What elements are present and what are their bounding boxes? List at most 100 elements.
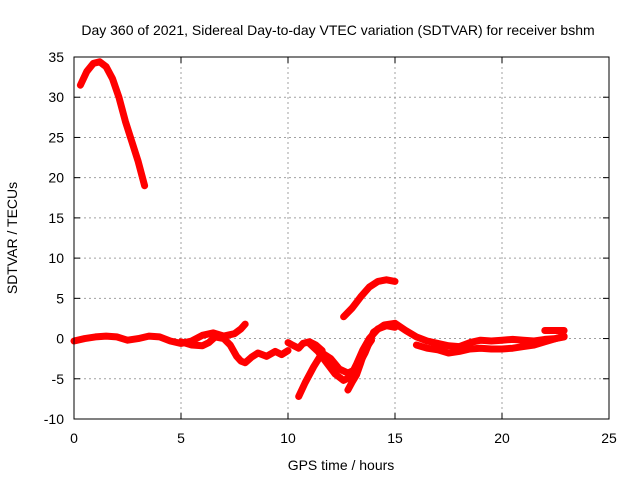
chart-title: Day 360 of 2021, Sidereal Day-to-day VTE… xyxy=(81,22,594,38)
data-point xyxy=(199,342,206,349)
data-point xyxy=(362,346,368,353)
x-tick-label: 10 xyxy=(280,430,296,446)
data-point xyxy=(220,335,227,342)
data-point xyxy=(392,324,398,331)
data-point xyxy=(402,327,409,334)
data-point xyxy=(413,333,420,340)
data-point xyxy=(212,333,219,340)
axis-ticks: 0 5 10 15 20 25 -10 -5 0 5 10 15 20 25 30 35 xyxy=(44,49,617,446)
data-point xyxy=(145,333,152,340)
y-tick-label: -10 xyxy=(44,411,64,427)
data-point xyxy=(332,371,339,377)
data-point xyxy=(263,353,270,360)
data-point xyxy=(135,335,142,342)
data-point xyxy=(83,68,90,75)
data-point xyxy=(477,345,484,352)
data-point xyxy=(227,342,234,348)
data-point xyxy=(477,337,484,344)
series-line-arc-5 xyxy=(295,319,568,400)
data-point xyxy=(541,338,548,345)
data-point xyxy=(357,293,364,300)
data-point xyxy=(424,338,431,344)
data-point xyxy=(167,338,174,344)
data-point xyxy=(135,158,142,165)
data-point xyxy=(434,346,441,353)
data-point xyxy=(199,332,206,339)
grid xyxy=(74,57,609,419)
data-point xyxy=(188,342,195,348)
y-tick-label: 20 xyxy=(48,170,64,186)
data-point xyxy=(128,138,135,145)
data-point xyxy=(349,305,356,311)
data-point xyxy=(81,335,88,342)
data-point xyxy=(531,342,538,348)
data-point xyxy=(520,337,527,344)
data-point xyxy=(374,325,381,332)
data-point xyxy=(357,359,364,366)
data-point xyxy=(231,330,238,337)
data-point xyxy=(242,359,249,366)
data-point xyxy=(255,350,261,356)
data-point xyxy=(327,355,334,362)
data-point xyxy=(289,342,296,348)
data-point xyxy=(509,345,516,352)
data-point xyxy=(340,313,347,320)
data-point xyxy=(366,284,373,291)
data-point xyxy=(488,338,495,344)
data-point xyxy=(115,94,122,101)
data-point xyxy=(233,353,240,360)
data-point xyxy=(368,337,375,344)
data-point xyxy=(124,337,131,344)
data-point xyxy=(488,346,495,352)
series-line-arc-6 xyxy=(305,322,399,384)
y-tick-label: 30 xyxy=(48,89,64,105)
data-point xyxy=(349,379,356,385)
y-tick-label: 35 xyxy=(48,49,64,65)
y-tick-label: 0 xyxy=(56,331,64,347)
data-point xyxy=(344,387,351,393)
data-point xyxy=(392,278,398,285)
data-point xyxy=(509,336,516,343)
data-point xyxy=(424,345,431,352)
x-tick-label: 25 xyxy=(601,430,617,446)
data-point xyxy=(466,346,473,352)
x-tick-label: 15 xyxy=(387,430,403,446)
data-point xyxy=(205,339,212,346)
data-point xyxy=(248,354,255,361)
data-point xyxy=(113,333,120,340)
x-axis-title: GPS time / hours xyxy=(288,457,395,473)
data-point xyxy=(456,348,463,355)
y-tick-label: 10 xyxy=(48,250,64,266)
data-point xyxy=(383,322,390,329)
data-point xyxy=(552,335,559,342)
plot-frame xyxy=(73,56,610,420)
data-point xyxy=(122,118,129,125)
data-point xyxy=(466,339,473,346)
data-point xyxy=(340,377,347,384)
data-point xyxy=(295,345,302,352)
data-point xyxy=(520,343,527,350)
data-point xyxy=(90,60,97,67)
data-point xyxy=(237,325,244,332)
data-point xyxy=(109,75,116,82)
x-tick-label: 5 xyxy=(177,430,185,446)
data-point xyxy=(413,342,420,348)
data-point xyxy=(434,340,441,347)
data-point xyxy=(178,338,184,345)
data-point xyxy=(550,327,557,334)
x-tick-label: 0 xyxy=(70,430,78,446)
y-tick-label: 15 xyxy=(48,210,64,226)
data-point xyxy=(156,333,163,340)
data-point xyxy=(77,82,84,89)
data-point xyxy=(302,379,309,386)
data-point xyxy=(272,348,279,355)
y-tick-label: 5 xyxy=(56,290,64,306)
data-point xyxy=(374,278,381,285)
y-tick-label: -5 xyxy=(52,371,65,387)
data-point xyxy=(310,363,317,370)
data-point xyxy=(242,321,249,328)
data-point xyxy=(285,347,291,354)
series-layer xyxy=(70,58,568,400)
